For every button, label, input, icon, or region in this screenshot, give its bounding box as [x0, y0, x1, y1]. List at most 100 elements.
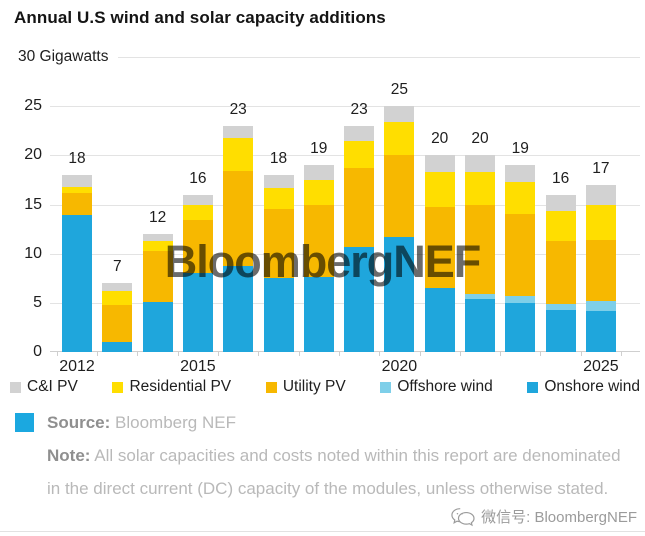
source-text: Bloomberg NEF: [115, 413, 236, 432]
note-line: Note: All solar capacities and costs not…: [47, 439, 625, 505]
x-axis-tick: [258, 352, 260, 356]
x-axis-label-2015: 2015: [180, 358, 216, 375]
bar-total-label-2021: 20: [431, 130, 449, 148]
legend-swatch: [380, 381, 392, 393]
bar-segment-2019: [344, 168, 375, 247]
bar-segment-2014: [142, 234, 173, 241]
bar-segment-2023: [505, 302, 536, 352]
bar-total-label-2023: 19: [511, 140, 529, 158]
bar-segment-2024: [545, 211, 576, 241]
bar-segment-2021: [424, 288, 455, 352]
legend-swatch: [112, 381, 124, 393]
x-axis-tick: [56, 352, 58, 356]
bar-segment-2012: [62, 186, 92, 193]
bar-segment-2022: [465, 298, 495, 352]
x-axis-tick: [419, 352, 421, 356]
bar-segment-2012: [62, 215, 92, 352]
bar-segment-2020: [384, 155, 415, 237]
x-axis-tick: [500, 352, 502, 356]
x-axis-tick: [177, 352, 179, 356]
x-axis-tick: [379, 352, 381, 356]
x-axis-tick: [338, 352, 340, 356]
bar-total-label-2012: 18: [68, 150, 86, 167]
x-axis-tick: [137, 352, 139, 356]
bar-total-label-2024: 16: [551, 169, 570, 187]
bar-segment-2021: [424, 207, 455, 289]
x-axis-tick: [459, 352, 461, 356]
chart-plot-area: 18 7 12 16 23 18 19 23 25 20 20 19 16 17 2012 2015 2020 2…: [50, 57, 640, 375]
legend-item-residential-pv: Residential PV: [112, 378, 231, 396]
bar-segment-2014: [142, 301, 173, 352]
wechat-icon: [451, 507, 475, 526]
y-axis-label-10: 10: [24, 244, 42, 262]
bar-segment-2024: [545, 309, 576, 352]
bar-total-label-2014: 12: [148, 209, 167, 226]
bar-segment-2019: [344, 125, 375, 141]
bar-segment-2012: [62, 175, 92, 187]
bar-total-label-2016: 23: [229, 100, 247, 118]
source-note-block: Source: Bloomberg NEF Note: All solar ca…: [47, 406, 625, 505]
bar-segment-2017: [263, 209, 294, 279]
bottom-divider: [0, 531, 645, 532]
source-label: Source:: [47, 413, 111, 432]
legend-item-utility-pv: Utility PV: [265, 378, 346, 396]
bar-segment-2023: [505, 181, 536, 215]
bar-total-label-2020: 25: [390, 81, 409, 99]
bar-segment-2016: [223, 137, 254, 172]
bar-segment-2020: [384, 121, 415, 156]
legend-item-onshore-wind: Onshore wind: [527, 378, 640, 396]
bar-segment-2019: [344, 140, 375, 169]
bar-segment-2020: [384, 236, 415, 352]
bar-total-label-2019: 23: [350, 100, 368, 118]
bar-total-label-2017: 18: [269, 150, 288, 167]
bar-segment-2024: [545, 240, 576, 304]
bar-segment-2016: [223, 266, 254, 352]
bar-segment-2013: [102, 291, 133, 305]
gridline-25: [50, 106, 640, 108]
x-axis-tick: [540, 352, 542, 356]
note-text: All solar capacities and costs noted wit…: [47, 446, 621, 498]
bar-segment-2022: [465, 205, 495, 294]
x-axis-tick: [580, 352, 582, 356]
bar-segment-2015: [182, 273, 213, 352]
source-bullet-square: [15, 413, 34, 432]
x-axis-tick: [97, 352, 99, 356]
bar-segment-2023: [505, 214, 536, 296]
bar-segment-2018: [303, 179, 334, 205]
x-axis-label-2020: 2020: [381, 358, 418, 375]
bar-segment-2016: [223, 125, 254, 138]
legend-label: C&I PV: [27, 378, 78, 395]
bar-segment-2022: [465, 172, 495, 206]
legend-label: Utility PV: [282, 378, 346, 395]
bar-segment-2015: [182, 204, 213, 221]
bar-total-label-2022: 20: [471, 130, 489, 148]
bar-segment-2022: [465, 155, 495, 173]
source-line: Source: Bloomberg NEF: [47, 406, 625, 439]
bar-segment-2017: [263, 187, 294, 210]
bar-segment-2017: [263, 278, 294, 352]
legend-label: Onshore wind: [544, 378, 640, 395]
bar-segment-2013: [102, 283, 133, 292]
legend-swatch: [527, 381, 539, 393]
wechat-tag: 微信号: BloombergNEF: [451, 506, 637, 527]
bar-total-label-2025: 17: [592, 159, 610, 177]
bar-total-label-2013: 7: [112, 258, 122, 276]
chart-legend: C&I PV Residential PV Utility PV Offshore w…: [10, 376, 640, 398]
bar-segment-2015: [182, 194, 213, 205]
bar-segment-2018: [303, 277, 334, 352]
bar-segment-2016: [223, 171, 254, 267]
bar-total-label-2018: 19: [310, 140, 328, 158]
bar-segment-2025: [585, 310, 616, 352]
bar-segment-2014: [142, 240, 173, 251]
bar-segment-2021: [424, 155, 455, 173]
bar-segment-2025: [585, 239, 616, 301]
wechat-label: 微信号: BloombergNEF: [481, 509, 637, 526]
bar-segment-2012: [62, 192, 92, 216]
y-axis-unit-label: 30 Gigawatts: [18, 49, 119, 65]
x-axis-label-2012: 2012: [59, 358, 95, 375]
bar-segment-2017: [263, 175, 294, 188]
bar-segment-2018: [303, 165, 334, 180]
bar-segment-2013: [102, 304, 133, 343]
bar-segment-2013: [102, 342, 133, 352]
legend-label: Offshore wind: [397, 378, 493, 395]
